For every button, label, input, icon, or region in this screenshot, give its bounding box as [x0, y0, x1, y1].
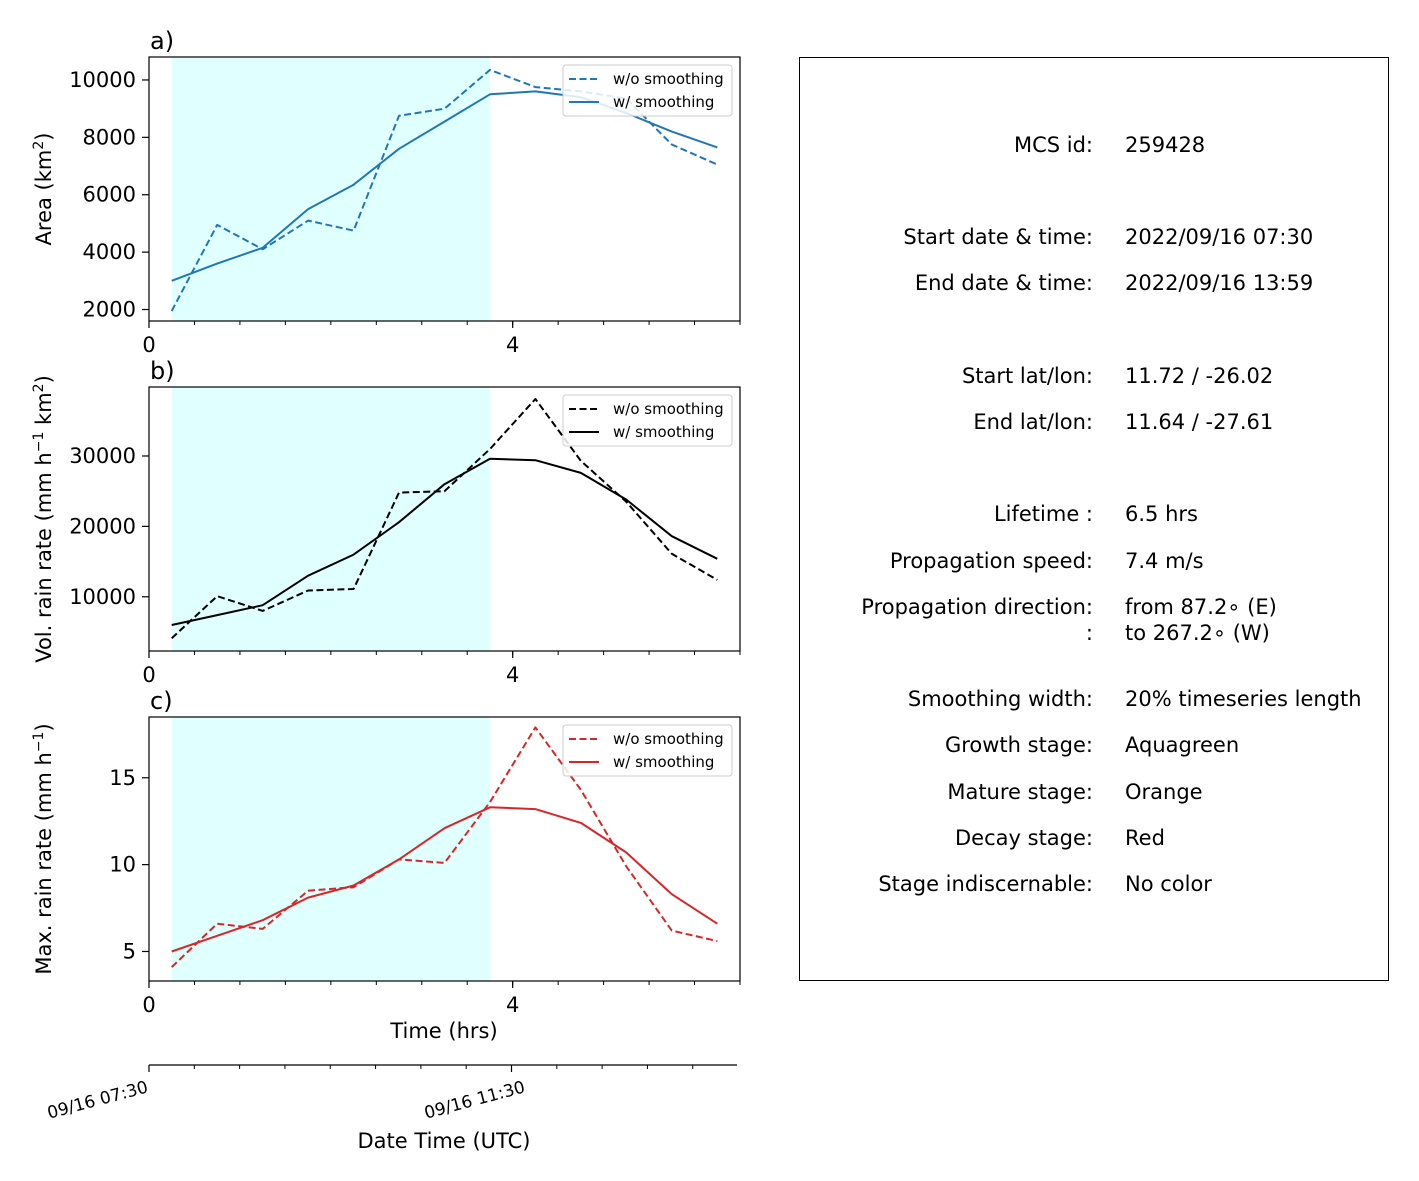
info-value: 259428: [1125, 133, 1206, 157]
y-tick-label: 10000: [69, 585, 136, 609]
y-tick-label: 6000: [83, 183, 136, 207]
y-label-text: Max. rain rate (mm h: [32, 752, 56, 975]
y-label-superscript: 2: [31, 141, 47, 150]
y-tick-label: 10000: [69, 68, 136, 92]
series-line-raw: [170, 68, 718, 312]
legend-entry-0: w/o smoothing: [613, 730, 724, 748]
info-label: Start lat/lon:: [961, 364, 1093, 388]
info-label: Propagation direction:: [861, 595, 1093, 619]
series-line-raw: [171, 398, 718, 640]
xaxis-label: Time (hrs): [389, 1019, 497, 1043]
info-label: Lifetime :: [993, 502, 1093, 526]
y-label-text: Area (km: [32, 150, 56, 246]
x-tick-label: 4: [506, 993, 519, 1017]
datetime-axis: Time (hrs) 09/16 07:30 09/16 11:30 Date …: [45, 1019, 737, 1153]
y-label-text-end: ): [32, 133, 56, 141]
x-tick-label: 0: [142, 993, 155, 1017]
info-value: from 87.2∘ (E): [1125, 595, 1277, 619]
y-tick-label: 30000: [69, 444, 136, 468]
panel-1: 0 4 10000 20000 30000 b) Vol. rain rate (mm h−…: [31, 357, 741, 687]
legend-entry-0: w/o smoothing: [613, 70, 724, 88]
info-label: Decay stage:: [955, 826, 1093, 850]
info-label: :: [1085, 621, 1093, 645]
info-value: Orange: [1125, 780, 1203, 804]
info-value: 11.64 / -27.61: [1125, 410, 1274, 434]
legend: w/o smoothing w/ smoothing: [562, 724, 733, 777]
legend-frame: [562, 64, 733, 117]
x-tick-label: 0: [142, 333, 155, 357]
y-tick-label: 10: [109, 853, 136, 877]
series-line-raw: [171, 726, 718, 968]
axes-frame: [148, 56, 741, 322]
y-tick-label: 5: [123, 939, 136, 963]
info-value: No color: [1125, 872, 1212, 896]
y-tick-label: 20000: [69, 514, 136, 538]
y-label-superscript-2: 2: [31, 383, 47, 392]
info-label: Growth stage:: [944, 733, 1093, 757]
legend: w/o smoothing w/ smoothing: [562, 64, 733, 117]
legend-entry-1: w/ smoothing: [613, 753, 714, 771]
y-tick-label: 2000: [83, 298, 136, 322]
panel-label: a): [150, 27, 174, 55]
legend-frame: [562, 394, 733, 447]
x-tick-label: 4: [506, 663, 519, 687]
datetime-axis-label: Date Time (UTC): [358, 1129, 531, 1153]
y-label-text: Vol. rain rate (mm h: [32, 452, 56, 663]
info-label: End lat/lon:: [973, 410, 1093, 434]
legend-entry-1: w/ smoothing: [613, 423, 714, 441]
info-value: Aquagreen: [1125, 733, 1240, 757]
series-line-smoothed: [171, 457, 718, 626]
datetime-tick-label-0: 09/16 07:30: [45, 1078, 150, 1124]
info-value: to 267.2∘ (W): [1125, 621, 1270, 645]
y-label-superscript: −1: [31, 432, 47, 453]
y-axis-label: Area (km2): [31, 133, 56, 246]
info-label: Start date & time:: [903, 225, 1093, 249]
legend: w/o smoothing w/ smoothing: [562, 394, 733, 447]
y-label-text-mid: km: [32, 392, 56, 431]
x-tick-label: 0: [142, 663, 155, 687]
info-value: 7.4 m/s: [1125, 549, 1204, 573]
info-value: 11.72 / -26.02: [1125, 364, 1274, 388]
y-axis-label: Max. rain rate (mm h−1): [31, 723, 56, 974]
info-value: 20% timeseries length: [1125, 687, 1362, 711]
mcs-info-box: MCS id: 259428 Start date & time: 2022/09/1…: [799, 57, 1389, 981]
info-value: 6.5 hrs: [1125, 502, 1198, 526]
info-label: MCS id:: [1013, 133, 1093, 157]
y-label-text-end: ): [32, 375, 56, 383]
info-label: Mature stage:: [947, 780, 1093, 804]
series-line-smoothed: [171, 806, 718, 953]
x-tick-label: 4: [506, 333, 519, 357]
y-label-superscript: −1: [31, 732, 47, 753]
info-value: Red: [1125, 826, 1165, 850]
panel-2: 0 4 5 10 15 c) Max. rain rate (mm h−1) w/o smoo…: [31, 687, 741, 1017]
info-label: Smoothing width:: [907, 687, 1093, 711]
y-tick-label: 8000: [83, 125, 136, 149]
info-value: 2022/09/16 13:59: [1125, 271, 1314, 295]
axes-frame: [148, 716, 741, 982]
y-label-text-end: ): [32, 723, 56, 731]
info-label: Propagation speed:: [889, 549, 1093, 573]
growth-stage-shading: [171, 57, 490, 321]
panel-label: c): [150, 687, 173, 715]
legend-entry-1: w/ smoothing: [613, 93, 714, 111]
y-tick-label: 4000: [83, 240, 136, 264]
info-label: Stage indiscernable:: [878, 872, 1093, 896]
axes-frame: [148, 386, 741, 652]
legend-frame: [562, 724, 733, 777]
panel-0: 0 4 2000 4000 6000 8000 10000 a) Area (km2) w/o s…: [31, 27, 741, 357]
datetime-tick-label-1: 09/16 11:30: [422, 1078, 527, 1124]
info-label: End date & time:: [914, 271, 1093, 295]
legend-entry-0: w/o smoothing: [613, 400, 724, 418]
growth-stage-shading: [171, 387, 490, 651]
y-axis-label: Vol. rain rate (mm h−1 km2): [31, 375, 56, 663]
growth-stage-shading: [171, 717, 490, 981]
y-tick-label: 15: [109, 766, 136, 790]
info-value: 2022/09/16 07:30: [1125, 225, 1314, 249]
panel-label: b): [150, 357, 175, 385]
